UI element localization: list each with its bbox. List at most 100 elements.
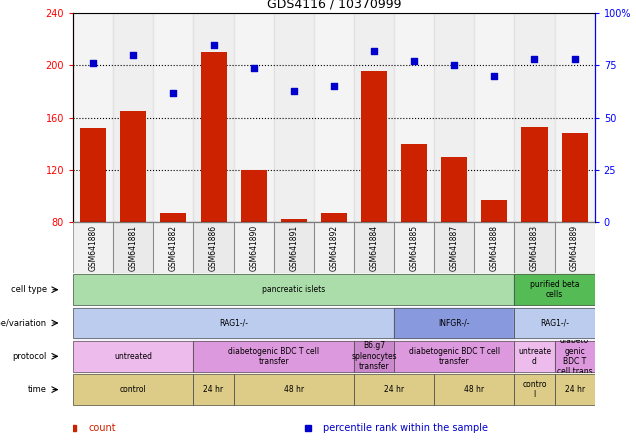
Point [489,72,499,79]
Bar [73,222,113,273]
Text: GSM641888: GSM641888 [490,225,499,270]
Bar [555,13,595,222]
Text: B6.g7
splenocytes
transfer: B6.g7 splenocytes transfer [351,341,397,371]
Bar [515,274,595,305]
Bar [153,222,193,273]
Bar [233,374,354,405]
Text: GSM641881: GSM641881 [129,225,138,270]
Bar [314,222,354,273]
Bar [354,222,394,273]
Bar [73,374,193,405]
Text: GSM641883: GSM641883 [530,225,539,271]
Bar [474,13,515,222]
Bar [354,374,434,405]
Bar [354,13,394,222]
Bar [273,13,314,222]
Bar [515,274,595,305]
Bar [354,341,394,372]
Text: GSM641889: GSM641889 [570,225,579,271]
Bar [515,308,595,338]
Text: 24 hr: 24 hr [565,385,584,394]
Bar [394,341,515,372]
Bar [314,222,354,273]
Bar [562,133,588,222]
Point [249,64,259,71]
Bar [200,52,226,222]
Bar [73,274,515,305]
Bar [73,274,515,305]
Bar [555,374,595,405]
Bar [555,222,595,273]
Bar [474,222,515,273]
Bar [73,222,113,273]
Text: GSM641884: GSM641884 [370,225,378,271]
Bar [193,341,354,372]
Bar [361,71,387,222]
Bar [280,219,307,222]
Text: diabetogenic BDC T cell
transfer: diabetogenic BDC T cell transfer [409,347,500,366]
Bar [193,13,233,222]
Text: 24 hr: 24 hr [204,385,224,394]
Text: purified beta
cells: purified beta cells [530,280,579,299]
Bar [515,374,555,405]
Point [449,62,459,69]
Text: untreated: untreated [114,352,152,361]
Bar [515,341,555,372]
Point [369,48,379,55]
Bar [240,170,266,222]
Text: untreate
d: untreate d [518,347,551,366]
Text: GSM641891: GSM641891 [289,225,298,271]
Bar [73,341,193,372]
Bar [233,222,273,273]
Bar [434,222,474,273]
Bar [481,200,508,222]
Bar [193,222,233,273]
Bar [273,222,314,273]
Bar [314,13,354,222]
Bar [321,213,347,222]
Bar [555,374,595,405]
Bar [555,341,595,372]
Bar [193,222,233,273]
Bar [193,341,354,372]
Bar [193,374,233,405]
Bar [434,222,474,273]
Bar [73,308,394,338]
Bar [394,308,515,338]
Bar [120,111,146,222]
Point [88,60,99,67]
Text: count: count [89,424,116,433]
Bar [555,222,595,273]
Bar [515,13,555,222]
Bar [354,341,394,372]
Text: genotype/variation: genotype/variation [0,318,47,328]
Bar [474,222,515,273]
Bar [434,374,515,405]
Point [529,56,539,63]
Bar [401,144,427,222]
Point [329,83,339,90]
Text: protocol: protocol [12,352,47,361]
Text: diabetogenic BDC T cell
transfer: diabetogenic BDC T cell transfer [228,347,319,366]
Bar [434,374,515,405]
Title: GDS4116 / 10370999: GDS4116 / 10370999 [266,0,401,11]
Text: GSM641886: GSM641886 [209,225,218,271]
Text: contro
l: contro l [522,380,547,399]
Text: percentile rank within the sample: percentile rank within the sample [324,424,488,433]
Bar [233,222,273,273]
Bar [354,374,434,405]
Bar [233,13,273,222]
Text: GSM641880: GSM641880 [88,225,98,271]
Text: INFGR-/-: INFGR-/- [438,318,470,328]
Point [128,52,139,59]
Bar [160,213,186,222]
Bar [153,13,193,222]
Text: GSM641887: GSM641887 [450,225,459,271]
Bar [515,222,555,273]
Point [409,58,419,65]
Bar [394,13,434,222]
Bar [73,374,193,405]
Text: RAG1-/-: RAG1-/- [540,318,569,328]
Bar [113,222,153,273]
Bar [354,222,394,273]
